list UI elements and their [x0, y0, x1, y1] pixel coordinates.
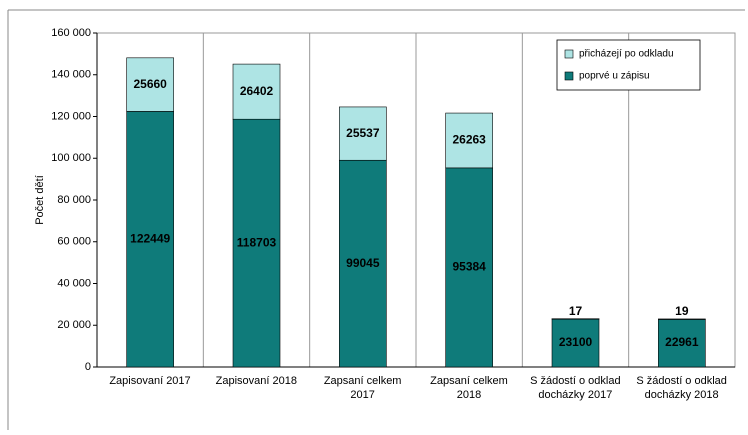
bar-segment: [232, 63, 281, 120]
data-label: 26402: [240, 84, 274, 98]
data-label: 25660: [133, 77, 167, 91]
data-label: 122449: [130, 231, 170, 245]
x-tick-label: S žádostí o odklad docházky 2017: [530, 375, 621, 401]
y-tick-label: 60 000: [57, 236, 91, 248]
bar-segment: [658, 318, 706, 368]
bar-segment: [445, 167, 493, 368]
x-tick-label: Zapsaní celkem 2018: [430, 375, 508, 401]
bar-segment: [339, 159, 387, 368]
data-label: 17: [569, 304, 583, 318]
bar-segment: [551, 318, 600, 320]
data-label: 23100: [559, 335, 593, 349]
bar-segment: [339, 106, 387, 161]
data-label: 26263: [452, 133, 486, 147]
y-tick-label: 80 000: [57, 194, 91, 206]
data-label: 25537: [346, 126, 380, 140]
bar-segment: [232, 118, 281, 368]
y-tick-label: 100 000: [51, 152, 91, 164]
legend-label: poprvé u zápisu: [579, 71, 650, 82]
data-label: 99045: [346, 256, 380, 270]
x-tick-label: S žádostí o odklad docházky 2018: [636, 375, 727, 401]
data-label: 95384: [452, 260, 486, 274]
x-tick-label: Zapisovaní 2018: [215, 375, 297, 387]
y-tick-label: 40 000: [57, 277, 91, 289]
y-tick-label: 0: [85, 361, 91, 373]
y-tick-label: 20 000: [57, 319, 91, 331]
x-tick-label: Zapisovaní 2017: [109, 375, 191, 387]
y-tick-label: 120 000: [51, 110, 91, 122]
data-label: 22961: [665, 335, 699, 349]
y-tick-label: 160 000: [51, 27, 91, 39]
legend-swatch: [564, 49, 574, 59]
y-tick-label: 140 000: [51, 69, 91, 81]
legend-label: přicházejí po odkladu: [579, 49, 674, 60]
x-tick-label: Zapsaní celkem 2017: [323, 375, 402, 401]
bar-segment: [658, 318, 706, 320]
bar-segment: [551, 318, 600, 368]
y-axis-label: Počet dětí: [34, 175, 46, 225]
legend: [556, 39, 701, 91]
data-label: 118703: [237, 235, 277, 249]
legend-swatch: [564, 71, 574, 81]
bar-segment: [126, 57, 174, 112]
data-label: 19: [675, 304, 689, 318]
bar-segment: [445, 112, 493, 169]
bar-segment: [126, 111, 174, 368]
